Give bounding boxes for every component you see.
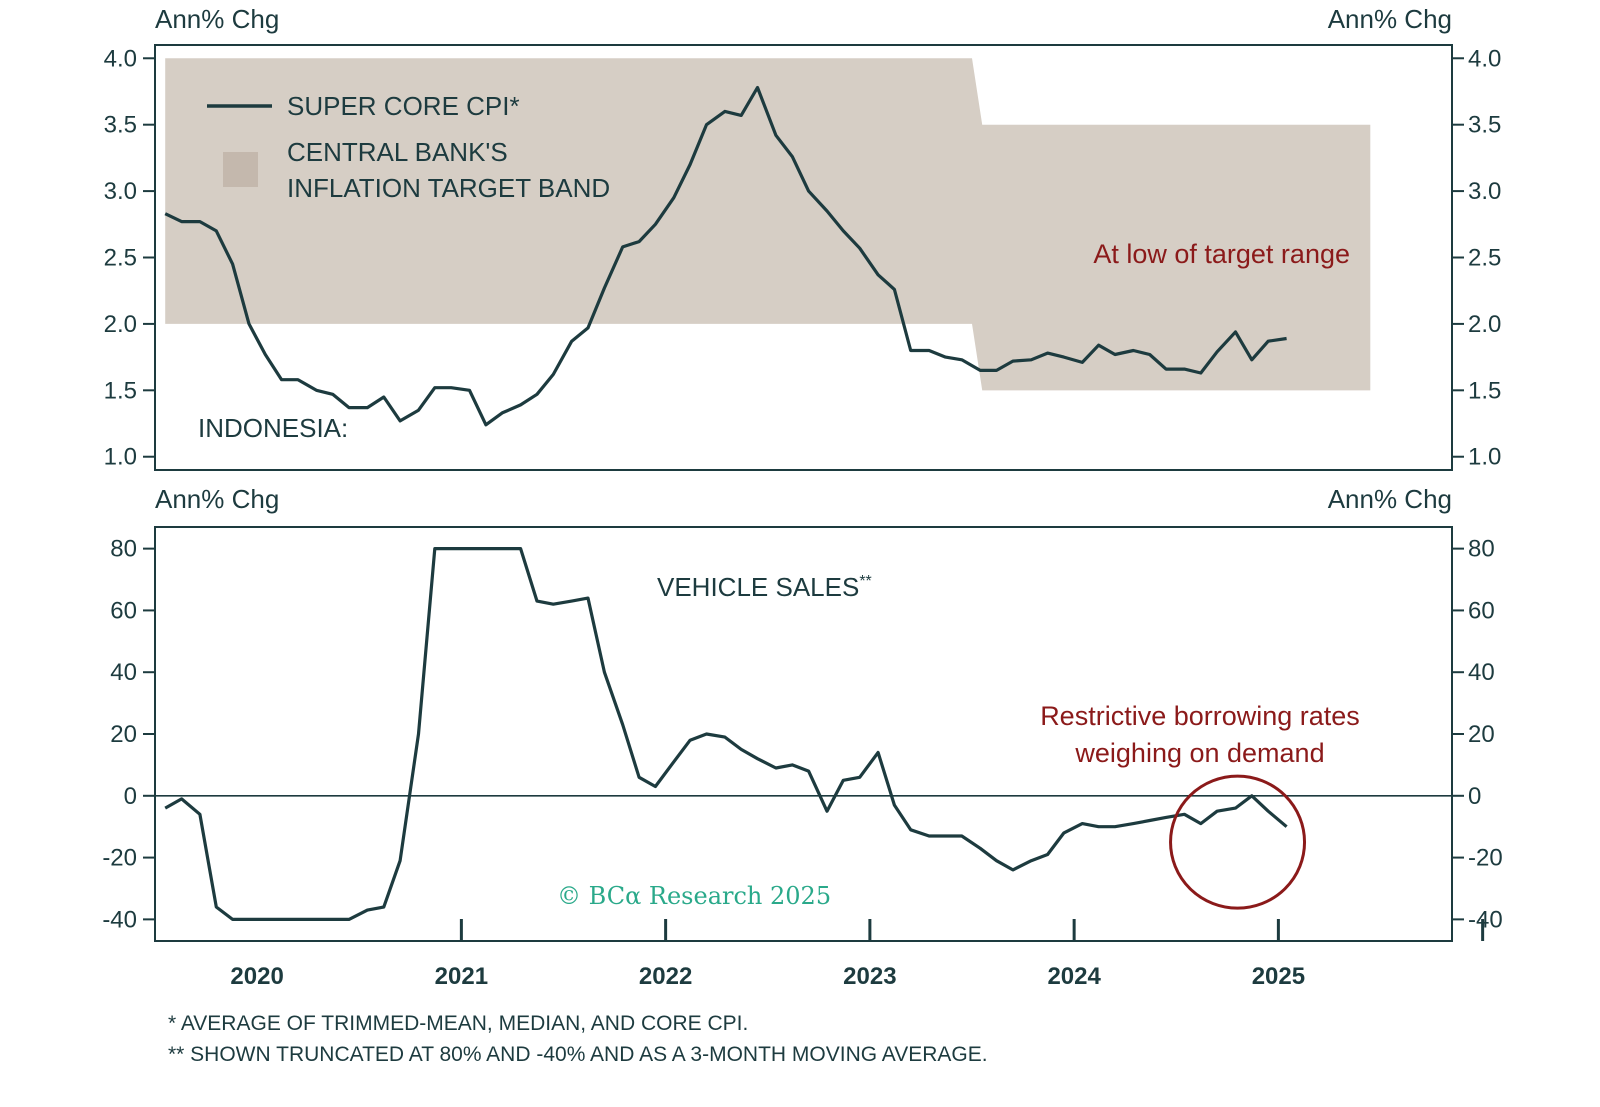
top-left-tick-label-2: 2.0	[104, 311, 137, 338]
super-core-cpi-line	[164, 85, 1287, 427]
inflation-target-band	[165, 58, 1371, 391]
bottom-left-tick-label-3: 20	[110, 721, 137, 748]
highlight-circle	[1169, 774, 1307, 910]
legend-band-swatch	[223, 152, 258, 187]
top-right-tick-label-4: 3.0	[1468, 178, 1501, 205]
top-right-tick-label-2: 2.0	[1468, 311, 1501, 338]
target-range-annotation: At low of target range	[1093, 239, 1350, 269]
footnote-2: ** SHOWN TRUNCATED AT 80% AND -40% AND A…	[168, 1043, 988, 1066]
vehicle-sales-label-text: VEHICLE SALES	[657, 572, 859, 602]
top-left-tick-label-4: 3.0	[104, 178, 137, 205]
x-tick-label-2025: 2025	[1252, 963, 1305, 990]
bottom-left-tick-label-2: 0	[124, 783, 137, 810]
bottom-right-tick-label-0: -40	[1468, 906, 1503, 933]
bottom-right-tick-label-3: 20	[1468, 721, 1495, 748]
vehicle-sales-label: VEHICLE SALES**	[657, 572, 872, 602]
top-right-tick-label-6: 4.0	[1468, 45, 1501, 72]
watermark: © BCα Research 2025	[557, 882, 831, 910]
x-axis-year-ticks: 2020 2021 2022 2023 2024 2025	[230, 919, 1485, 990]
top-right-tick-label-5: 3.5	[1468, 112, 1501, 139]
bottom-left-tick-label-5: 60	[110, 597, 137, 624]
cpi-panel: Ann% Chg Ann% Chg 1.0 1.0 1.5 1.5 2.0 2.0 2.5 2…	[104, 4, 1502, 471]
bottom-right-tick-label-1: -20	[1468, 845, 1503, 872]
top-left-tick-label-0: 1.0	[104, 444, 137, 471]
top-right-tick-label-0: 1.0	[1468, 444, 1501, 471]
bottom-right-tick-label-4: 40	[1468, 659, 1495, 686]
bottom-left-tick-label-1: -20	[102, 845, 137, 872]
top-right-tick-label-1: 1.5	[1468, 377, 1501, 404]
bottom-right-axis-unit: Ann% Chg	[1328, 484, 1452, 514]
top-left-tick-label-6: 4.0	[104, 45, 137, 72]
x-tick-label-2021: 2021	[435, 963, 488, 990]
top-left-tick-label-3: 2.5	[104, 245, 137, 272]
top-left-axis-unit: Ann% Chg	[155, 4, 279, 34]
legend-super-core-cpi: SUPER CORE CPI*	[287, 91, 520, 121]
vehicle-sales-label-sup: **	[859, 573, 871, 590]
bottom-axis-ticks: -40 -40 -20 -20 0 0 20 20 40 40 60 60 80 80	[102, 536, 1502, 934]
top-legend: SUPER CORE CPI* CENTRAL BANK'S INFLATION…	[207, 91, 610, 203]
bottom-left-tick-label-0: -40	[102, 906, 137, 933]
legend-band-line2: INFLATION TARGET BAND	[287, 173, 610, 203]
bottom-plot-frame	[154, 526, 1453, 942]
top-plot-frame	[154, 44, 1453, 471]
bottom-left-tick-label-4: 40	[110, 659, 137, 686]
top-left-tick-label-1: 1.5	[104, 377, 137, 404]
x-tick-label-2020: 2020	[230, 963, 283, 990]
x-tick-label-2023: 2023	[843, 963, 896, 990]
bottom-right-tick-label-6: 80	[1468, 536, 1495, 563]
bottom-right-tick-label-2: 0	[1468, 783, 1481, 810]
vehicle-sales-line	[164, 546, 1288, 922]
top-left-tick-label-5: 3.5	[104, 112, 137, 139]
top-right-axis-unit: Ann% Chg	[1328, 4, 1452, 34]
x-tick-label-2024: 2024	[1047, 963, 1101, 990]
legend-band-line1: CENTRAL BANK'S	[287, 137, 508, 167]
borrowing-rates-annotation-line1: Restrictive borrowing rates	[1040, 701, 1360, 731]
borrowing-rates-annotation-line2: weighing on demand	[1074, 738, 1324, 768]
top-axis-ticks: 1.0 1.0 1.5 1.5 2.0 2.0 2.5 2.5 3.0 3.0 3.5 3.5 4.0 4…	[104, 45, 1502, 470]
x-tick-label-2022: 2022	[639, 963, 692, 990]
top-right-tick-label-3: 2.5	[1468, 245, 1501, 272]
footnote-1: * AVERAGE OF TRIMMED-MEAN, MEDIAN, AND C…	[168, 1012, 748, 1035]
bottom-left-axis-unit: Ann% Chg	[155, 484, 279, 514]
bottom-left-tick-label-6: 80	[110, 536, 137, 563]
bottom-right-tick-label-5: 60	[1468, 597, 1495, 624]
region-label: INDONESIA:	[198, 413, 348, 443]
